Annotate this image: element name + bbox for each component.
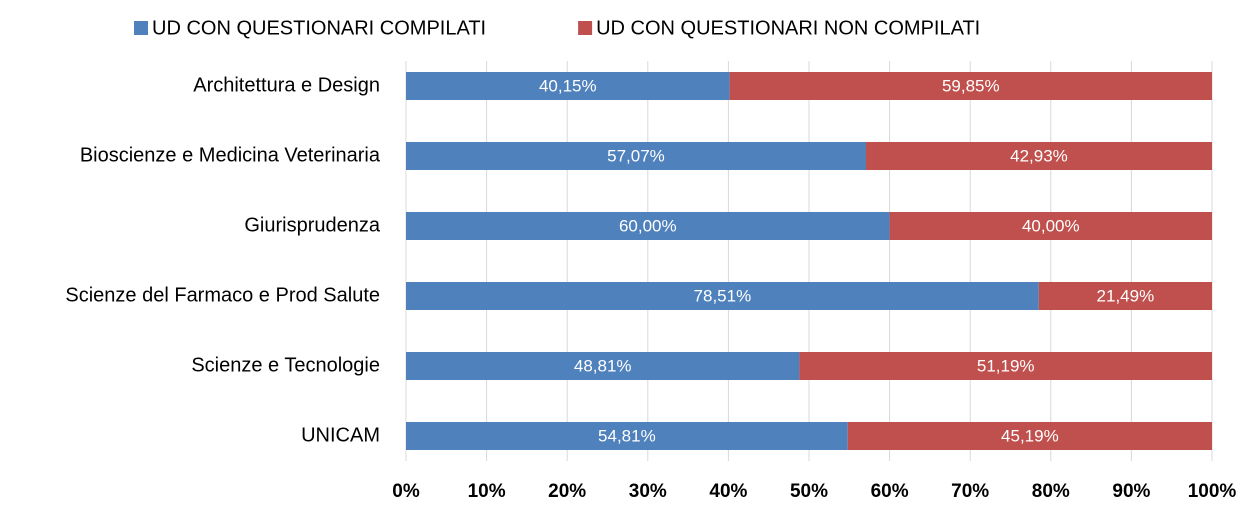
bar-segment: [406, 142, 866, 170]
x-tick-label: 30%: [629, 481, 667, 502]
data-label: 48,81%: [574, 356, 632, 375]
legend-swatch: [578, 21, 593, 35]
y-tick-label: Architettura e Design: [193, 74, 380, 96]
y-tick-label: Bioscienze e Medicina Veterinaria: [80, 144, 381, 166]
bar-segment: [729, 72, 1212, 100]
data-label: 57,07%: [607, 146, 665, 165]
x-tick-label: 80%: [1032, 481, 1070, 502]
data-label: 59,85%: [942, 76, 1000, 95]
x-tick-label: 10%: [468, 481, 506, 502]
x-tick-label: 20%: [548, 481, 586, 502]
legend-swatch: [134, 21, 148, 35]
x-tick-label: 90%: [1112, 481, 1150, 502]
data-label: 40,15%: [539, 76, 597, 95]
legend-label: UD CON QUESTIONARI COMPILATI: [152, 17, 486, 39]
bar-segment: [406, 352, 800, 380]
bar-segment: [1038, 282, 1212, 310]
bar-segment: [865, 142, 1212, 170]
x-tick-label: 50%: [790, 481, 828, 502]
x-tick-label: 100%: [1188, 481, 1237, 502]
y-tick-label: Scienze del Farmaco e Prod Salute: [65, 284, 380, 306]
y-tick-label: UNICAM: [301, 424, 380, 446]
bar-segment: [406, 72, 730, 100]
bar-segment: [406, 212, 890, 240]
data-label: 45,19%: [1001, 426, 1059, 445]
bar-segment: [847, 422, 1212, 450]
data-label: 40,00%: [1022, 216, 1080, 235]
data-label: 21,49%: [1097, 286, 1155, 305]
y-tick-label: Scienze e Tecnologie: [191, 354, 380, 376]
x-tick-label: 60%: [871, 481, 909, 502]
x-tick-label: 70%: [951, 481, 989, 502]
bar-segment: [406, 282, 1039, 310]
x-tick-label: 0%: [392, 481, 420, 502]
bar-segment: [406, 422, 848, 450]
x-tick-label: 40%: [709, 481, 747, 502]
bar-segment: [799, 352, 1212, 380]
data-label: 60,00%: [619, 216, 677, 235]
data-label: 51,19%: [977, 356, 1035, 375]
y-tick-label: Giurisprudenza: [244, 214, 381, 236]
data-label: 42,93%: [1010, 146, 1068, 165]
legend-label: UD CON QUESTIONARI NON COMPILATI: [596, 17, 980, 39]
data-label: 78,51%: [694, 286, 752, 305]
bar-segment: [889, 212, 1212, 240]
data-label: 54,81%: [598, 426, 656, 445]
